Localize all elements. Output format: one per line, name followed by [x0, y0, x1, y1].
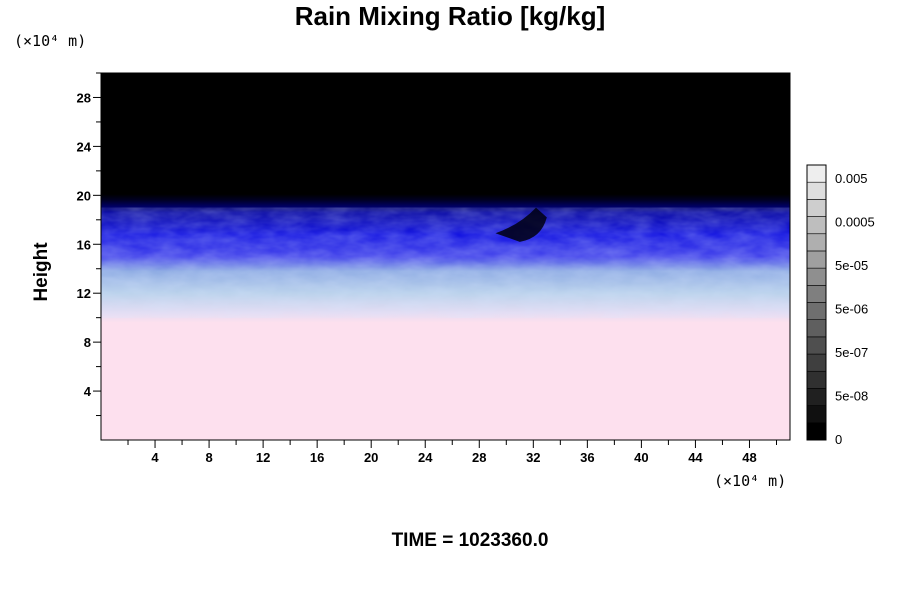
colorbar-label: 5e-05 — [835, 258, 868, 273]
x-tick-label: 40 — [634, 450, 648, 465]
colorbar: 0.005 0.0005 5e-05 5e-06 5e-07 5e-08 0 — [806, 164, 875, 447]
colorbar-label: 0.0005 — [835, 215, 875, 230]
x-tick-label: 16 — [310, 450, 324, 465]
y-tick-label: 20 — [77, 188, 91, 203]
colorbar-segment — [806, 233, 827, 252]
x-tick-label: 24 — [418, 450, 433, 465]
colorbar-label: 5e-07 — [835, 345, 868, 360]
y-tick-label: 8 — [84, 335, 91, 350]
colorbar-label: 5e-08 — [835, 389, 868, 404]
colorbar-segment — [806, 302, 827, 320]
colorbar-segment — [806, 353, 827, 372]
x-tick-label: 48 — [742, 450, 756, 465]
colorbar-frame — [806, 164, 827, 441]
x-tick-label: 4 — [151, 450, 159, 465]
colorbar-segment — [806, 370, 827, 389]
x-tick-label: 32 — [526, 450, 540, 465]
x-tick-label: 8 — [205, 450, 212, 465]
colorbar-segment — [806, 267, 827, 286]
colorbar-label: 5e-06 — [835, 302, 868, 317]
x-tick-label: 12 — [256, 450, 270, 465]
y-axis-unit: (×10⁴ m) — [14, 32, 87, 50]
x-axis-unit: (×10⁴ m) — [714, 472, 787, 490]
colorbar-segment — [806, 422, 827, 441]
colorbar-segment — [806, 164, 827, 183]
y-tick-label: 16 — [77, 237, 91, 252]
field-texture — [101, 207, 790, 318]
colorbar-segment — [806, 285, 827, 303]
colorbar-segment — [806, 181, 827, 200]
colorbar-segment — [806, 250, 827, 269]
y-tick-label: 4 — [84, 384, 92, 399]
y-tick-label: 24 — [77, 139, 92, 154]
chart-title: Rain Mixing Ratio [kg/kg] — [294, 1, 606, 31]
y-tick-label: 12 — [77, 286, 91, 301]
x-tick-label: 36 — [580, 450, 594, 465]
dark-intrusion — [495, 207, 547, 242]
colorbar-segment — [806, 199, 827, 217]
x-tick-label: 28 — [472, 450, 486, 465]
time-label: TIME = 1023360.0 — [391, 530, 549, 551]
colorbar-label: 0 — [835, 432, 842, 447]
y-tick-label: 28 — [77, 90, 91, 105]
colorbar-segment — [806, 388, 827, 406]
plot-frame — [100, 72, 791, 441]
colorbar-label: 0.005 — [835, 171, 868, 186]
x-tick-label: 20 — [364, 450, 378, 465]
x-tick-label: 44 — [688, 450, 703, 465]
colorbar-segment — [806, 336, 827, 355]
colorbar-segment — [806, 405, 827, 424]
colorbar-segment — [806, 319, 827, 338]
colorbar-segment — [806, 216, 827, 235]
